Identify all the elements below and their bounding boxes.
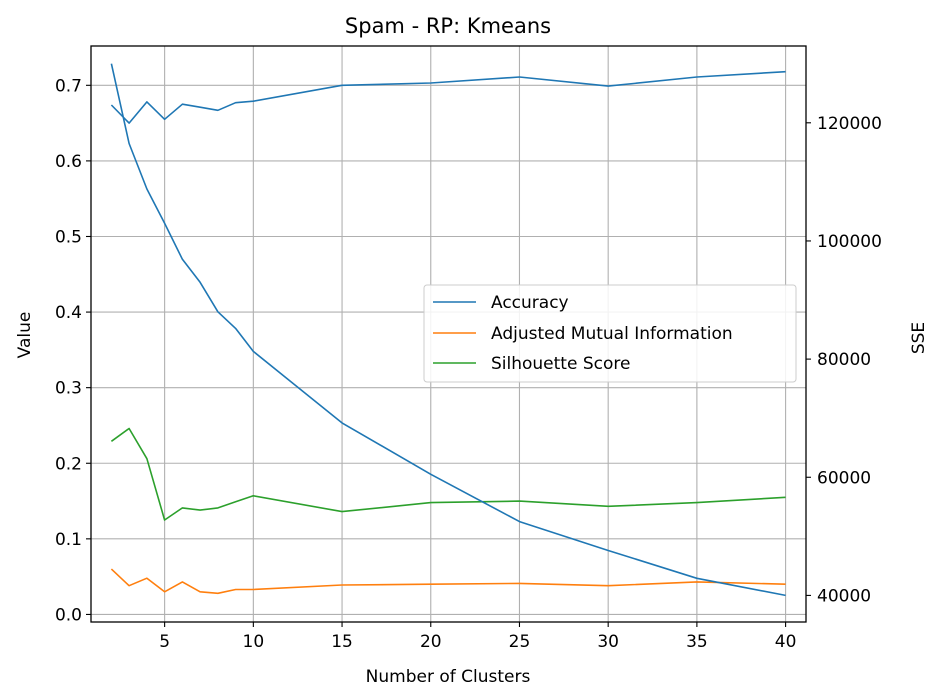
y-tick-label: 0.2 [55, 454, 82, 474]
x-tick-label: 25 [509, 632, 531, 652]
x-tick-label: 15 [331, 632, 353, 652]
y-tick-label: 0.1 [55, 530, 82, 550]
y2-tick-label: 80000 [817, 350, 871, 370]
series-line-accuracy [110, 70, 786, 124]
y2-axis-label: SSE [909, 322, 929, 354]
x-tick-label: 5 [159, 632, 170, 652]
series-line-adjusted-mutual-information [110, 568, 786, 595]
y-tick-label: 0.0 [55, 605, 82, 625]
x-axis-ticks: 5 10 15 20 25 30 35 40 [159, 622, 796, 652]
y2-axis-ticks: 40000 60000 80000 100000 120000 [806, 114, 882, 606]
y-tick-label: 0.5 [55, 227, 82, 247]
y2-tick-label: 120000 [817, 114, 882, 134]
x-tick-label: 30 [597, 632, 619, 652]
plot-frame [90, 45, 807, 623]
legend-label-adjusted-mutual-information: Adjusted Mutual Information [491, 324, 733, 344]
y-axis-ticks: 0.0 0.1 0.2 0.3 0.4 0.5 0.6 0.7 [55, 76, 91, 625]
x-tick-label: 10 [243, 632, 265, 652]
series-line-sse [110, 63, 786, 597]
y-tick-label: 0.7 [55, 76, 82, 96]
x-tick-label: 40 [775, 632, 797, 652]
y-tick-label: 0.3 [55, 379, 82, 399]
x-tick-label: 20 [420, 632, 442, 652]
y2-tick-label: 100000 [817, 232, 882, 252]
legend-label-silhouette-score: Silhouette Score [491, 354, 630, 374]
legend: Accuracy Adjusted Mutual Information Sil… [423, 284, 797, 383]
x-tick-label: 35 [686, 632, 708, 652]
y-tick-label: 0.6 [55, 152, 82, 172]
legend-box [423, 284, 797, 383]
y2-tick-label: 40000 [817, 586, 871, 606]
series-line-silhouette-score [110, 427, 786, 521]
series-lines [110, 63, 786, 597]
x-axis-label: Number of Clusters [366, 667, 531, 687]
y-axis-label: Value [15, 312, 35, 359]
y2-tick-label: 60000 [817, 468, 871, 488]
legend-label-accuracy: Accuracy [491, 293, 569, 313]
y-tick-label: 0.4 [55, 303, 82, 323]
chart-title: Spam - RP: Kmeans [345, 14, 551, 38]
